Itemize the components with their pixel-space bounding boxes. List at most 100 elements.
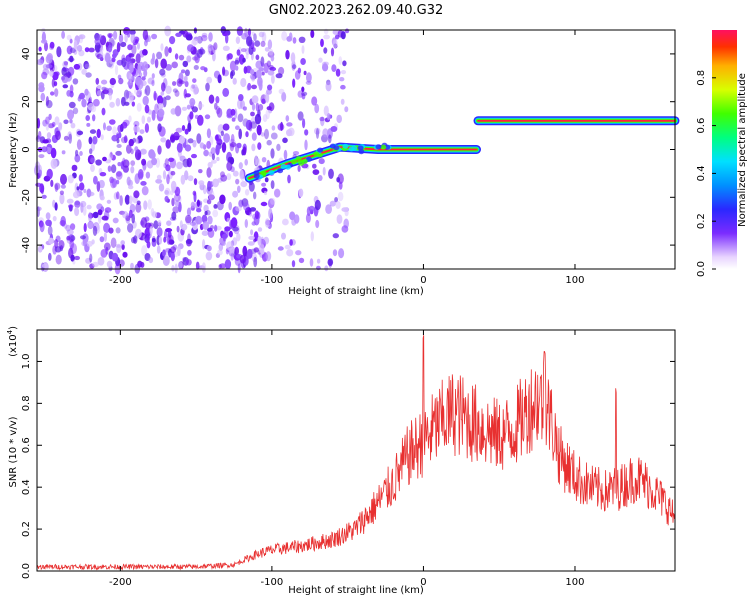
noise-blob (207, 215, 213, 225)
noise-blob (86, 240, 93, 247)
noise-blob (300, 58, 306, 65)
noise-blob (263, 62, 269, 74)
noise-blob (63, 135, 69, 141)
noise-blob (59, 190, 64, 196)
noise-blob (191, 84, 195, 89)
noise-blob (127, 223, 134, 233)
noise-blob (246, 84, 250, 91)
noise-blob (306, 206, 311, 217)
noise-blob (170, 135, 175, 143)
trend-blob (329, 143, 336, 149)
noise-blob (112, 126, 117, 136)
noise-blob (142, 29, 149, 41)
noise-blob (323, 105, 329, 117)
noise-blob (36, 59, 44, 66)
noise-blob (270, 180, 275, 190)
noise-blob (156, 227, 163, 237)
noise-blob (68, 101, 76, 109)
noise-blob (137, 42, 140, 50)
noise-blob (258, 104, 264, 111)
noise-blob (48, 237, 54, 244)
noise-blob (86, 204, 92, 210)
noise-blob (140, 148, 147, 155)
noise-blob (217, 74, 222, 84)
noise-blob (142, 95, 149, 106)
noise-blob (121, 244, 125, 250)
snr-plot-area (37, 330, 675, 571)
noise-blob (251, 132, 257, 141)
noise-blob (260, 40, 266, 48)
noise-blob (186, 55, 192, 63)
noise-blob (237, 263, 241, 274)
noise-blob (90, 142, 95, 152)
noise-blob (103, 242, 111, 251)
noise-blob (93, 175, 98, 185)
noise-blob (124, 101, 130, 106)
noise-blob (335, 68, 341, 77)
noise-blob (238, 128, 242, 140)
noise-blob (153, 90, 157, 101)
noise-blob (150, 208, 155, 217)
noise-blob (42, 63, 49, 70)
y-tick-label: 0.2 (21, 521, 32, 537)
noise-blob (172, 81, 177, 86)
noise-blob (236, 232, 241, 242)
noise-blob (263, 190, 268, 196)
noise-blob (200, 34, 208, 42)
noise-blob (187, 120, 191, 131)
noise-blob (301, 45, 305, 54)
noise-blob (134, 88, 141, 96)
noise-blob (97, 212, 102, 224)
noise-blob (235, 205, 242, 212)
noise-blob (286, 129, 293, 137)
noise-blob (170, 108, 177, 115)
snr-y-ticks: 0.0 0.2 0.4 0.6 0.8 1.0 (21, 353, 675, 579)
noise-blob (174, 90, 180, 97)
noise-blob (251, 221, 257, 226)
noise-blob (117, 124, 123, 133)
noise-blob (344, 28, 350, 34)
noise-blob (111, 57, 116, 63)
y-tick-label: 0 (21, 146, 32, 152)
noise-blob (334, 197, 338, 203)
noise-blob (287, 174, 291, 184)
noise-blob (74, 200, 81, 208)
noise-blob (166, 174, 170, 185)
noise-blob (143, 200, 148, 210)
noise-blob (182, 30, 189, 38)
noise-blob (210, 147, 216, 155)
noise-blob (316, 258, 321, 264)
noise-blob (61, 66, 67, 76)
noise-blob (181, 223, 188, 231)
noise-blob (264, 177, 269, 183)
noise-blob (248, 121, 253, 132)
noise-blob (201, 230, 209, 236)
noise-blob (228, 201, 232, 211)
trend-seg-a-core (248, 146, 478, 180)
noise-blob (226, 241, 234, 251)
noise-blob (191, 106, 198, 113)
noise-blob (104, 207, 112, 213)
noise-blob (213, 204, 218, 209)
noise-blob (265, 92, 270, 103)
noise-blob (246, 206, 251, 216)
noise-blob (286, 36, 292, 42)
noise-blob (191, 153, 197, 159)
noise-blob (131, 43, 137, 55)
noise-blob (306, 72, 312, 83)
noise-blob (235, 125, 240, 130)
noise-blob (267, 39, 273, 50)
noise-blob (265, 251, 272, 262)
y-tick-label: -20 (21, 189, 32, 205)
noise-blob (151, 152, 156, 159)
noise-blob (92, 135, 98, 145)
noise-blob (229, 142, 237, 148)
noise-blob (36, 118, 41, 129)
noise-blob (222, 87, 230, 97)
noise-blob (301, 91, 308, 97)
noise-blob (336, 114, 343, 124)
noise-blob (116, 179, 120, 185)
noise-blob (203, 149, 209, 157)
snr-x-axis-label: Height of straight line (km) (288, 585, 424, 596)
